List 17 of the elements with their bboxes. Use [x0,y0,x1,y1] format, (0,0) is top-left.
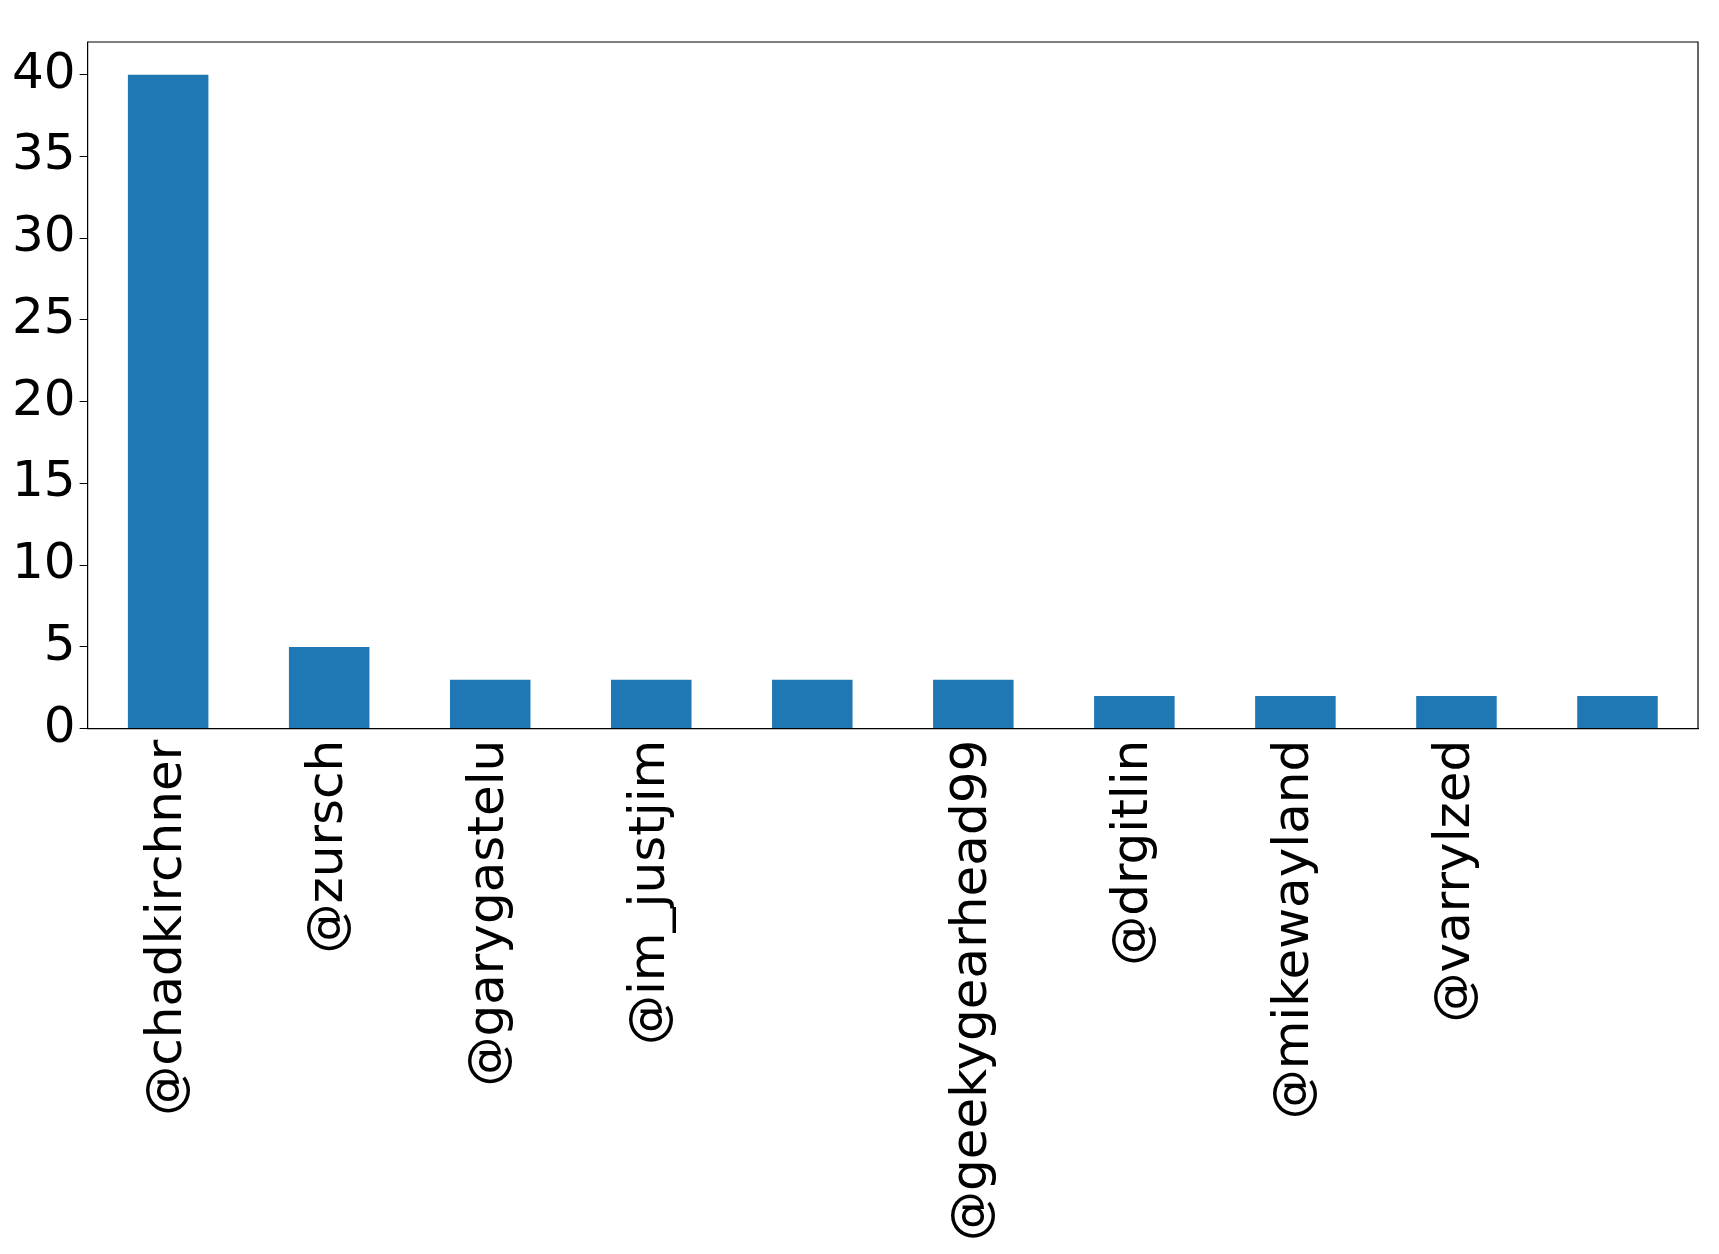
y-tick-label: 0 [43,695,76,754]
x-tick-label: @zursch [296,739,355,954]
x-tick-label: @mikewayland [1262,739,1321,1120]
y-tick-label: 20 [12,368,76,427]
y-tick-label: 30 [12,205,76,264]
y-tick-label: 10 [12,532,76,591]
x-tick-label: @chadkirchner [135,739,194,1116]
y-tick-label: 35 [12,123,76,182]
x-tick-label: @garygastelu [457,739,516,1087]
x-tick-label: @geekygearhead99 [940,739,999,1241]
x-tick-label: @im_justjim [618,739,677,1046]
y-tick-label: 40 [12,41,76,100]
x-tick-label: @drgitlin [1101,739,1160,966]
y-tick-label: 5 [43,613,76,672]
x-tick-label: @varrylzed [1423,739,1482,1023]
y-tick-label: 25 [12,286,76,345]
y-tick-label: 15 [12,450,76,509]
